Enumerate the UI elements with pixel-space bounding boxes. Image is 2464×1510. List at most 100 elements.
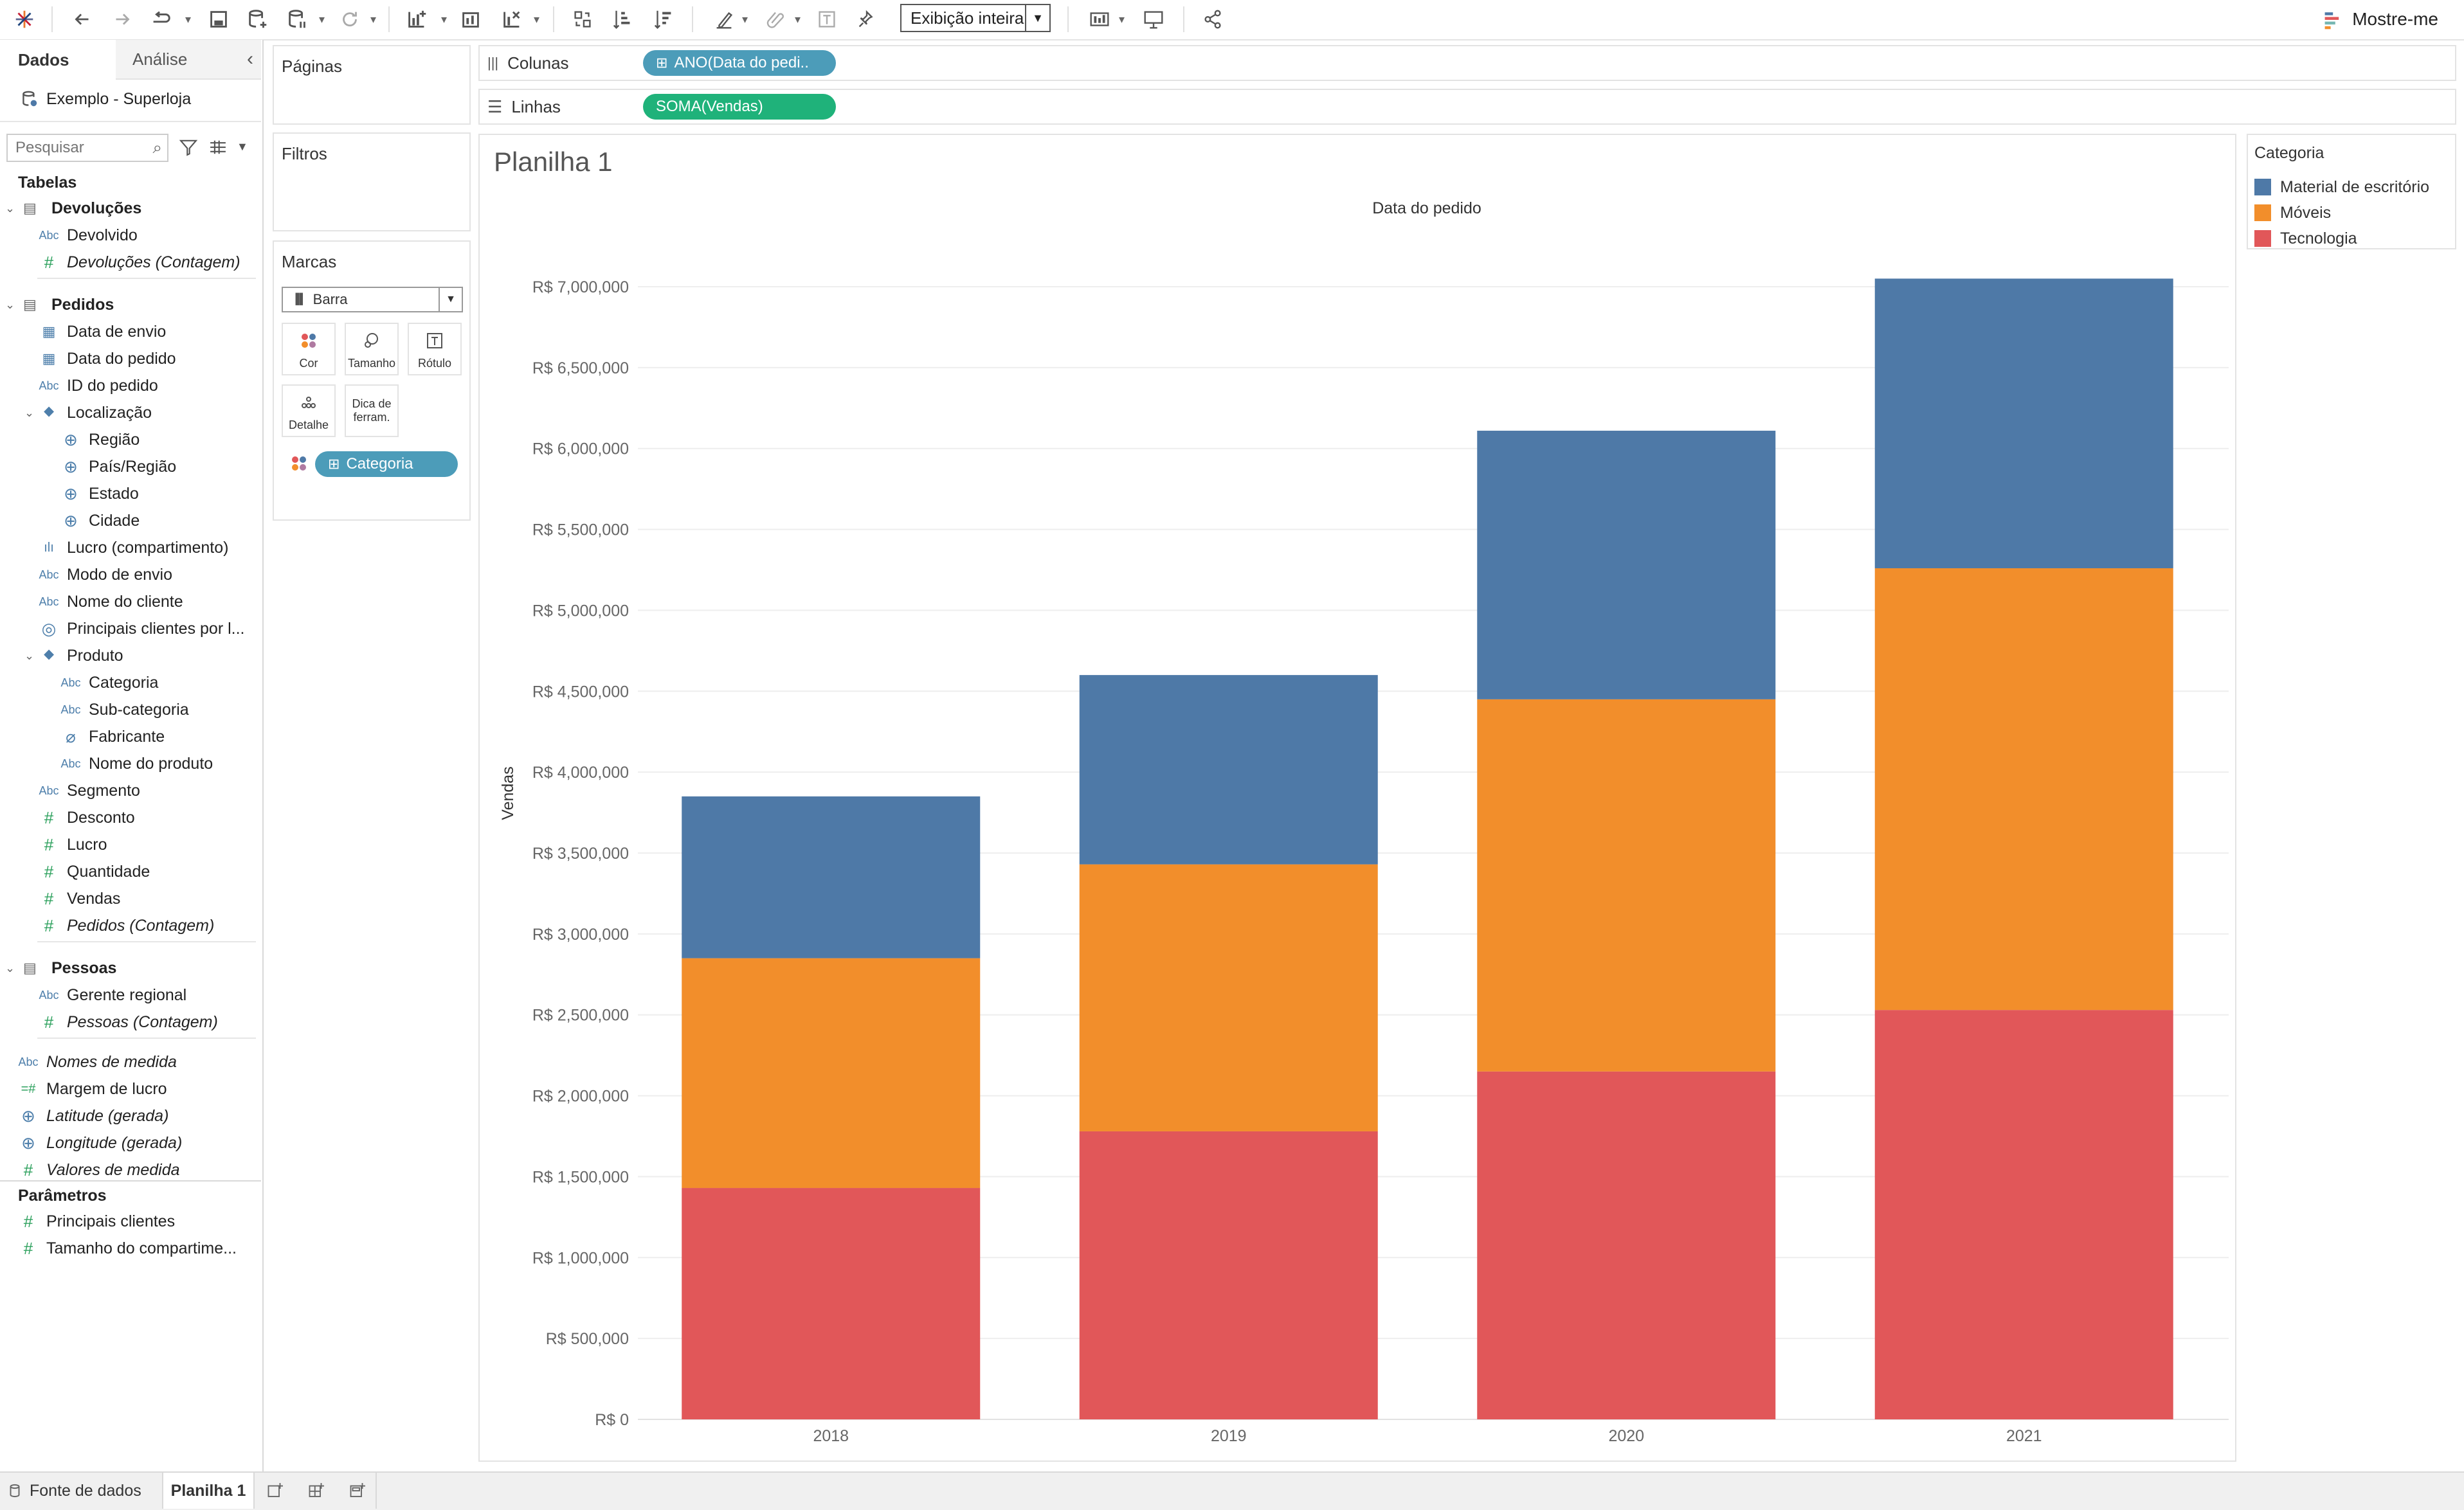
datasource-item[interactable]: Exemplo - Superloja bbox=[19, 86, 191, 112]
hierarchy-item[interactable]: ⌄ ⯁ Localização bbox=[37, 400, 152, 426]
filters-card[interactable]: Filtros bbox=[273, 132, 471, 231]
chevron-down-icon[interactable]: ⌄ bbox=[24, 649, 34, 663]
show-labels-icon[interactable] bbox=[813, 5, 841, 33]
field-item[interactable]: Abc Devolvido bbox=[37, 222, 138, 248]
legend-item[interactable]: Móveis bbox=[2254, 201, 2331, 225]
field-item[interactable]: ⊕ Cidade bbox=[59, 508, 140, 534]
label-mark-button[interactable]: Rótulo bbox=[408, 323, 462, 375]
table-header-item[interactable]: ⌄ ▤ Pessoas bbox=[5, 955, 116, 981]
field-item[interactable]: ⊕ Estado bbox=[59, 481, 139, 507]
save-icon[interactable] bbox=[204, 5, 233, 33]
field-item[interactable]: # Quantidade bbox=[37, 859, 150, 885]
refresh-icon[interactable] bbox=[336, 5, 364, 33]
share-icon[interactable] bbox=[1199, 5, 1227, 33]
field-item[interactable]: # Valores de medida bbox=[17, 1157, 180, 1183]
highlight-icon[interactable] bbox=[710, 5, 738, 33]
view-size-select[interactable]: Exibição inteira ▼ bbox=[900, 4, 1051, 32]
columns-shelf[interactable]: ||| Colunas ⊞ ANO(Data do pedi.. bbox=[478, 45, 2456, 81]
field-item[interactable]: ⊕ Latitude (gerada) bbox=[17, 1103, 168, 1129]
replay-dropdown-icon[interactable]: ▾ bbox=[185, 13, 191, 26]
mark-type-select[interactable]: ▐▌ Barra ▼ bbox=[282, 287, 463, 312]
datasource-dropdown-icon[interactable]: ▾ bbox=[319, 13, 325, 26]
datasource-tab[interactable]: Fonte de dados bbox=[0, 1473, 161, 1509]
parameter-item[interactable]: # Principais clientes bbox=[17, 1209, 175, 1234]
tooltip-mark-button[interactable]: Dica de ferram. bbox=[345, 384, 399, 437]
color-category-pill[interactable]: ⊞ Categoria bbox=[315, 451, 458, 477]
field-item[interactable]: Abc Categoria bbox=[59, 670, 158, 696]
hierarchy-item[interactable]: ⌄ ⯁ Produto bbox=[37, 643, 123, 669]
group-dropdown-icon[interactable]: ▾ bbox=[795, 13, 801, 26]
field-item[interactable]: Abc Nomes de medida bbox=[17, 1049, 177, 1075]
view-options-dropdown-icon[interactable]: ▼ bbox=[237, 140, 248, 154]
table-header-item[interactable]: ⌄ ▤ Devoluções bbox=[5, 195, 141, 221]
legend-item[interactable]: Tecnologia bbox=[2254, 226, 2357, 251]
collapse-pane-icon[interactable]: ‹ bbox=[247, 48, 253, 70]
tab-analysis[interactable]: Análise ‹ bbox=[116, 40, 261, 80]
clear-sheet-icon[interactable] bbox=[498, 5, 526, 33]
chevron-down-icon[interactable]: ⌄ bbox=[5, 962, 23, 975]
field-item[interactable]: ◎ Principais clientes por l... bbox=[37, 616, 245, 642]
columns-year-pill[interactable]: ⊞ ANO(Data do pedi.. bbox=[643, 50, 836, 76]
table-header-item[interactable]: ⌄ ▤ Pedidos bbox=[5, 292, 114, 318]
view-options-icon[interactable] bbox=[207, 136, 229, 163]
field-item[interactable]: # Pessoas (Contagem) bbox=[37, 1009, 218, 1035]
field-item[interactable]: # Pedidos (Contagem) bbox=[37, 913, 214, 939]
show-cards-dropdown-icon[interactable]: ▾ bbox=[1119, 13, 1125, 26]
field-item[interactable]: ⊕ País/Região bbox=[59, 454, 176, 480]
color-mark-button[interactable]: Cor bbox=[282, 323, 336, 375]
refresh-dropdown-icon[interactable]: ▾ bbox=[370, 13, 376, 26]
show-cards-icon[interactable] bbox=[1085, 5, 1114, 33]
pause-updates-icon[interactable] bbox=[283, 5, 311, 33]
new-datasource-icon[interactable] bbox=[243, 5, 271, 33]
chevron-down-icon[interactable]: ⌄ bbox=[24, 406, 34, 420]
replay-icon[interactable] bbox=[147, 5, 175, 33]
sort-ascending-icon[interactable] bbox=[608, 5, 637, 33]
rows-shelf[interactable]: ☰ Linhas SOMA(Vendas) bbox=[478, 89, 2456, 125]
chevron-down-icon[interactable]: ⌄ bbox=[5, 202, 23, 215]
field-item[interactable]: Abc Nome do produto bbox=[59, 751, 213, 777]
search-input[interactable] bbox=[8, 135, 145, 161]
fix-axes-icon[interactable] bbox=[853, 5, 881, 33]
field-item[interactable]: =# Margem de lucro bbox=[17, 1076, 167, 1102]
clear-sheet-dropdown-icon[interactable]: ▾ bbox=[534, 13, 539, 26]
field-item[interactable]: Abc Gerente regional bbox=[37, 982, 186, 1008]
filter-fields-icon[interactable] bbox=[177, 136, 199, 163]
new-worksheet-dropdown-icon[interactable]: ▾ bbox=[441, 13, 447, 26]
duplicate-sheet-icon[interactable] bbox=[457, 5, 485, 33]
redo-icon[interactable] bbox=[108, 5, 136, 33]
new-story-tab-icon[interactable] bbox=[342, 1473, 373, 1509]
legend-item[interactable]: Material de escritório bbox=[2254, 175, 2429, 199]
detail-mark-button[interactable]: Detalhe bbox=[282, 384, 336, 437]
field-item[interactable]: Abc Sub-categoria bbox=[59, 697, 189, 723]
field-item[interactable]: Abc Nome do cliente bbox=[37, 589, 183, 615]
new-worksheet-tab-icon[interactable] bbox=[260, 1473, 291, 1509]
swap-rows-columns-icon[interactable] bbox=[568, 5, 597, 33]
highlight-dropdown-icon[interactable]: ▾ bbox=[742, 13, 748, 26]
field-item[interactable]: ▦ Data do pedido bbox=[37, 346, 176, 372]
rows-sales-pill[interactable]: SOMA(Vendas) bbox=[643, 94, 836, 120]
pages-card[interactable]: Páginas bbox=[273, 45, 471, 125]
field-item[interactable]: ▦ Data de envio bbox=[37, 319, 166, 345]
field-item[interactable]: Abc ID do pedido bbox=[37, 373, 158, 399]
presentation-mode-icon[interactable] bbox=[1139, 5, 1168, 33]
field-item[interactable]: # Lucro bbox=[37, 832, 107, 858]
chevron-down-icon[interactable]: ⌄ bbox=[5, 298, 23, 312]
tableau-logo-icon[interactable] bbox=[10, 5, 39, 33]
tab-data[interactable]: Dados bbox=[0, 40, 116, 80]
show-me-button[interactable]: Mostre-me bbox=[2323, 5, 2438, 33]
new-dashboard-tab-icon[interactable] bbox=[301, 1473, 332, 1509]
field-item[interactable]: # Vendas bbox=[37, 886, 120, 912]
field-item[interactable]: ⌀ Fabricante bbox=[59, 724, 165, 750]
field-item[interactable]: ⊕ Longitude (gerada) bbox=[17, 1130, 182, 1156]
parameter-item[interactable]: # Tamanho do compartime... bbox=[17, 1236, 237, 1261]
field-item[interactable]: ılı Lucro (compartimento) bbox=[37, 535, 228, 561]
new-worksheet-icon[interactable] bbox=[403, 5, 431, 33]
field-item[interactable]: ⊕ Região bbox=[59, 427, 140, 453]
field-item[interactable]: # Desconto bbox=[37, 805, 135, 831]
sort-descending-icon[interactable] bbox=[649, 5, 678, 33]
undo-icon[interactable] bbox=[68, 5, 96, 33]
group-members-icon[interactable] bbox=[761, 5, 790, 33]
field-item[interactable]: # Devoluções (Contagem) bbox=[37, 249, 240, 275]
size-mark-button[interactable]: Tamanho bbox=[345, 323, 399, 375]
field-item[interactable]: Abc Segmento bbox=[37, 778, 140, 804]
